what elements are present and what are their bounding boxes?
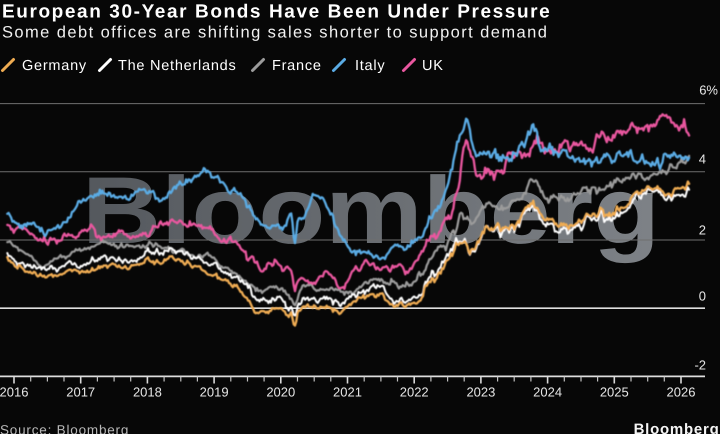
svg-text:2026: 2026 <box>667 385 696 400</box>
svg-text:-2: -2 <box>694 358 706 373</box>
svg-text:Source: Bloomberg: Source: Bloomberg <box>0 423 129 434</box>
svg-text:Bloomberg: Bloomberg <box>82 158 660 264</box>
svg-text:2017: 2017 <box>66 385 95 400</box>
svg-text:Italy: Italy <box>355 58 385 74</box>
svg-text:2019: 2019 <box>200 385 229 400</box>
svg-text:2021: 2021 <box>333 385 362 400</box>
svg-text:2024: 2024 <box>533 385 562 400</box>
svg-text:2018: 2018 <box>133 385 162 400</box>
svg-text:Bloomberg: Bloomberg <box>634 421 720 434</box>
svg-text:2023: 2023 <box>466 385 495 400</box>
svg-text:UK: UK <box>422 58 444 74</box>
svg-text:4: 4 <box>699 152 706 167</box>
svg-text:6%: 6% <box>699 83 718 98</box>
svg-text:The Netherlands: The Netherlands <box>118 58 236 74</box>
svg-text:European 30-Year Bonds Have Be: European 30-Year Bonds Have Been Under P… <box>2 2 551 23</box>
svg-text:2025: 2025 <box>600 385 629 400</box>
svg-text:Some debt offices are shifting: Some debt offices are shifting sales sho… <box>2 24 548 42</box>
svg-text:2020: 2020 <box>266 385 295 400</box>
svg-text:France: France <box>272 58 322 74</box>
svg-text:2022: 2022 <box>400 385 429 400</box>
svg-text:Germany: Germany <box>22 58 87 74</box>
svg-text:2: 2 <box>699 223 706 238</box>
svg-text:0: 0 <box>699 289 706 304</box>
svg-text:2016: 2016 <box>0 385 28 400</box>
